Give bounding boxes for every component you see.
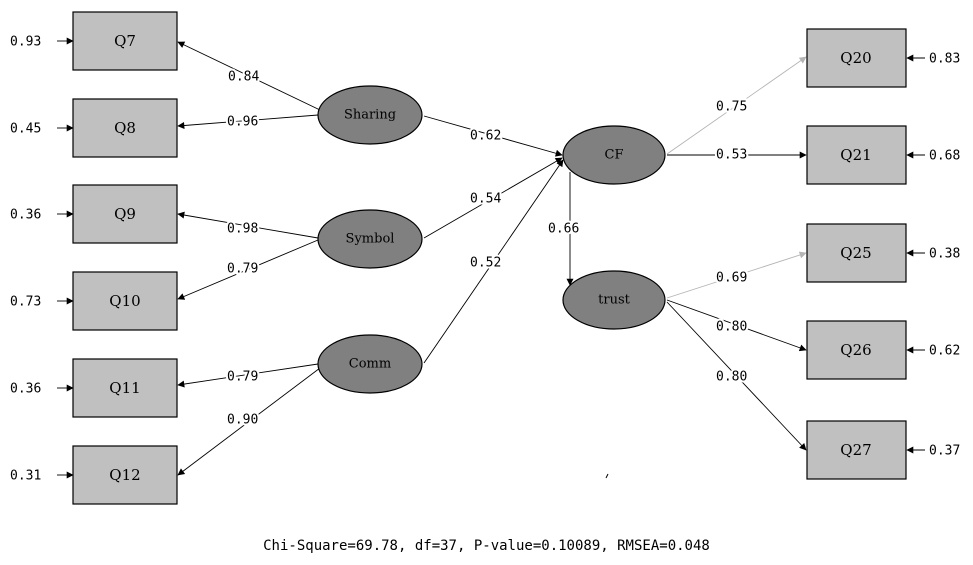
svg-text:Q27: Q27 [840, 441, 871, 459]
path-symbol-cf [423, 157, 563, 239]
error-label-q10: 0.73 [10, 295, 41, 310]
structural-label-comm-cf: 0.52 [470, 256, 501, 271]
svg-text:Q25: Q25 [840, 244, 871, 262]
path-comm-q12 [177, 367, 321, 476]
error-label-q26: 0.62 [929, 344, 960, 359]
svg-text:CF: CF [605, 148, 624, 163]
sem-diagram-canvas: Q7 Q8 Q9 Q10 Q11 Q12 Q20 Q21 Q25 Q26 Q27… [10, 11, 960, 505]
loading-label-q9: 0.98 [227, 222, 258, 237]
svg-text:Q7: Q7 [114, 32, 136, 50]
structural-label-symbol-cf: 0.54 [470, 192, 501, 207]
svg-text:Q10: Q10 [109, 292, 140, 310]
indicator-q27: Q27 [806, 420, 907, 480]
svg-text:Symbol: Symbol [346, 232, 395, 247]
path-trust-q25 [666, 251, 807, 299]
error-label-q11: 0.36 [10, 382, 41, 397]
loading-label-q25: 0.69 [716, 271, 747, 286]
indicator-q25: Q25 [806, 223, 907, 283]
error-label-q12: 0.31 [10, 469, 41, 484]
error-label-q7: 0.93 [10, 35, 41, 50]
error-label-q21: 0.68 [929, 149, 960, 164]
error-label-q27: 0.37 [929, 444, 960, 459]
indicator-q9: Q9 [72, 184, 178, 244]
indicator-q7: Q7 [72, 11, 178, 71]
path-trust-q26 [666, 299, 807, 352]
loading-label-q21: 0.53 [716, 148, 747, 163]
indicator-q11: Q11 [72, 358, 178, 418]
loading-label-q7: 0.84 [228, 70, 259, 85]
loading-label-q12: 0.90 [227, 413, 258, 428]
structural-label-sharing-cf: 0.62 [470, 129, 501, 144]
svg-text:Q21: Q21 [840, 146, 871, 164]
latent-comm: Comm [317, 334, 423, 394]
svg-text:trust: trust [598, 293, 630, 308]
path-sharing-q8 [177, 114, 319, 129]
error-label-q20: 0.83 [929, 52, 960, 67]
path-symbol-q10 [177, 239, 319, 300]
error-label-q9: 0.36 [10, 208, 41, 223]
path-comm-cf [423, 159, 564, 364]
indicator-q26: Q26 [806, 320, 907, 380]
loading-label-q20: 0.75 [716, 100, 747, 115]
svg-text:Sharing: Sharing [344, 108, 396, 123]
path-comm-q11 [177, 363, 319, 388]
latent-cf: CF [562, 125, 666, 185]
indicator-q20: Q20 [806, 28, 907, 88]
svg-text:Q8: Q8 [114, 119, 136, 137]
indicator-q10: Q10 [72, 271, 178, 331]
stray-mark [605, 473, 609, 479]
path-sharing-cf [423, 115, 563, 157]
latent-sharing: Sharing [317, 85, 423, 145]
latent-symbol: Symbol [317, 209, 423, 269]
indicator-q8: Q8 [72, 98, 178, 158]
error-label-q8: 0.45 [10, 122, 41, 137]
indicator-q12: Q12 [72, 445, 178, 505]
path-trust-q27 [666, 301, 807, 451]
svg-text:Q20: Q20 [840, 49, 871, 67]
svg-text:Q12: Q12 [109, 466, 140, 484]
indicator-q21: Q21 [806, 125, 907, 185]
path-cf-q20 [666, 56, 807, 155]
path-symbol-q9 [177, 211, 319, 239]
loading-label-q11: 0.79 [227, 370, 258, 385]
loading-label-q26: 0.80 [716, 320, 747, 335]
svg-text:Comm: Comm [349, 357, 391, 372]
loading-label-q8: 0.96 [227, 115, 258, 130]
loading-label-q10: 0.79 [227, 262, 258, 277]
svg-text:Q26: Q26 [840, 341, 871, 359]
path-sharing-q7 [177, 41, 321, 111]
loading-label-q27: 0.80 [716, 370, 747, 385]
error-label-q25: 0.38 [929, 247, 960, 262]
fit-statistics: Chi-Square=69.78, df=37, P-value=0.10089… [263, 538, 710, 554]
latent-trust: trust [562, 270, 666, 330]
svg-text:Q9: Q9 [114, 205, 136, 223]
structural-label-cf-trust: 0.66 [548, 222, 579, 237]
svg-text:Q11: Q11 [109, 379, 140, 397]
